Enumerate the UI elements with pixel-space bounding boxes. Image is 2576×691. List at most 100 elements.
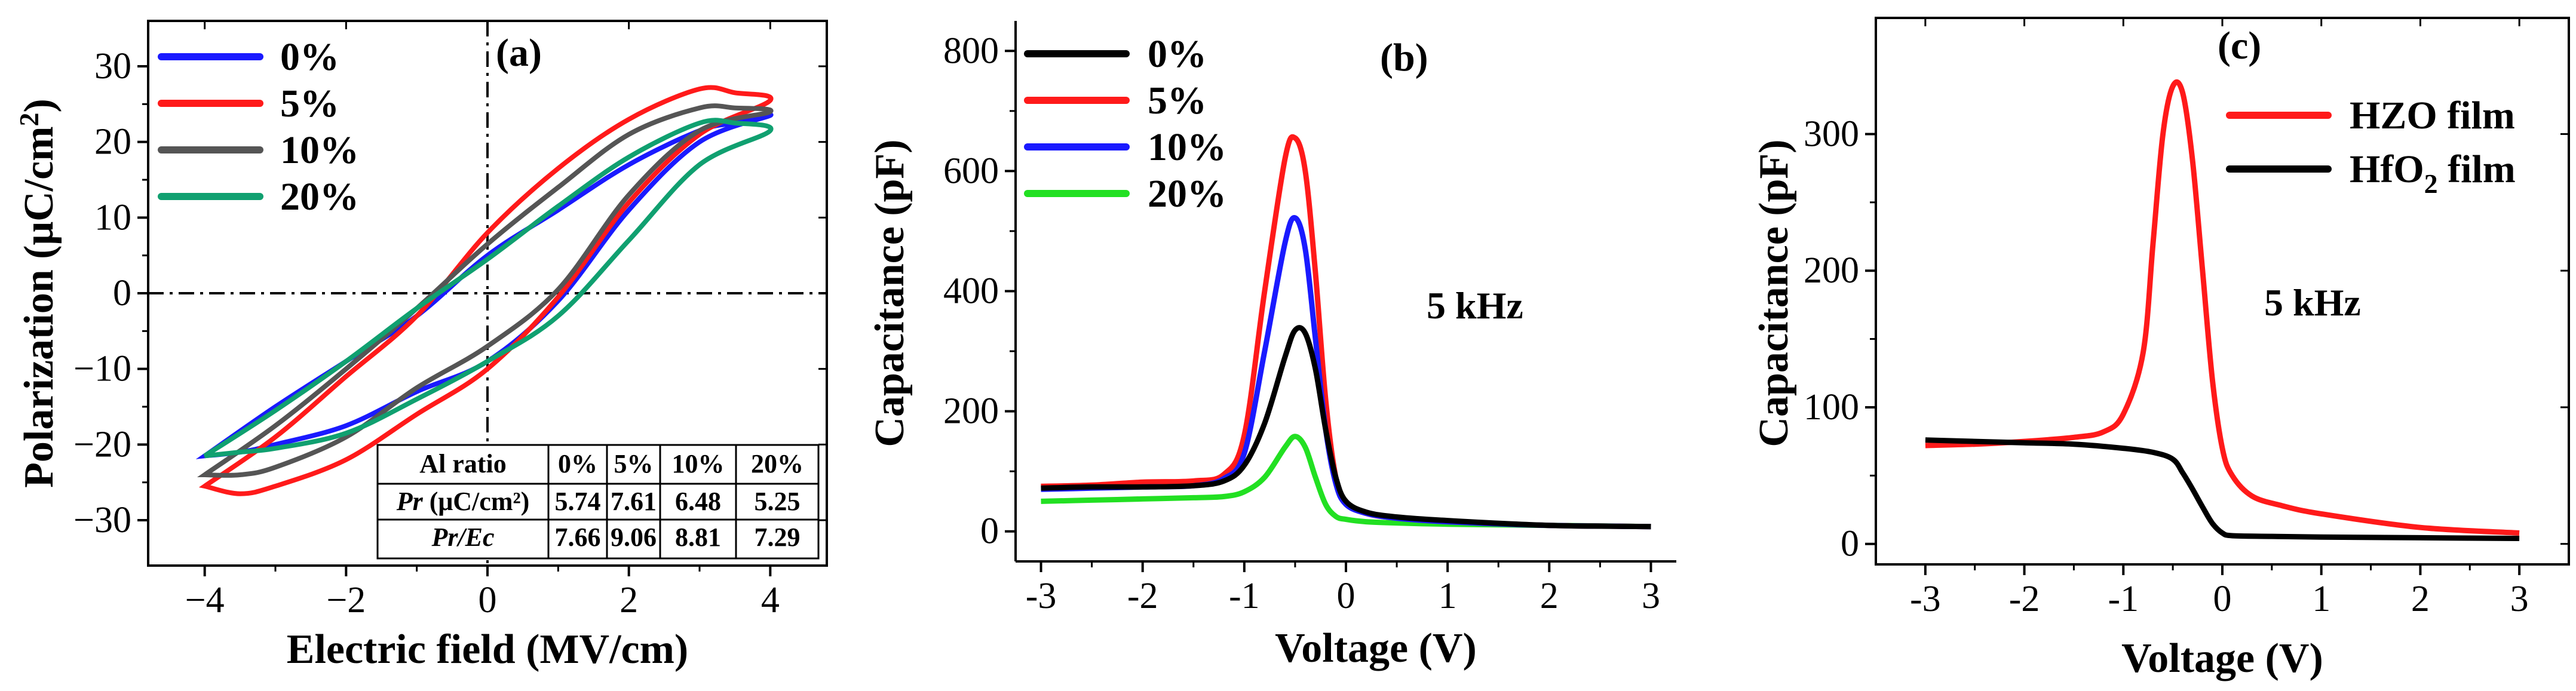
y-tick-label: −30 <box>73 500 131 540</box>
panel-a-y-title: Polarization (μC/cm2) <box>14 99 62 488</box>
y-tick-label: 0 <box>980 511 999 552</box>
panel-b-label: (b) <box>1380 36 1428 79</box>
panel-a-x-title: Electric field (MV/cm) <box>287 626 688 672</box>
table-header: 10% <box>672 449 725 478</box>
x-tick-label: 2 <box>1540 576 1559 616</box>
y-tick-label: 200 <box>1804 250 1859 291</box>
panel-b: -3 -2 -1 0 1 2 3 0 200 400 600 800 0%5%10%20% (b) 5… <box>867 21 1676 671</box>
legend-label-end: film <box>2438 148 2516 191</box>
x-tick-label: 2 <box>620 580 638 621</box>
y-tick-label: 0 <box>1841 524 1859 564</box>
panel-a-table: Al ratio 0% 5% 10% 20% Pr (μC/cm²) 5.74 7.61 6.4… <box>376 444 820 560</box>
table-header: 0% <box>558 449 597 478</box>
y-tick-label: 10 <box>94 197 131 238</box>
table-cell: 6.48 <box>675 487 721 516</box>
panel-c-series <box>1925 79 2520 541</box>
table-cell: 8.81 <box>675 523 721 552</box>
x-tick-label: 2 <box>2411 579 2430 619</box>
x-tick-label: 3 <box>2510 579 2529 619</box>
x-tick-label: −2 <box>326 580 366 621</box>
x-tick-label: -3 <box>1910 579 1941 619</box>
panel-b-x-title: Voltage (V) <box>1275 625 1477 671</box>
x-tick-label: 1 <box>2312 579 2330 619</box>
y-tick-label: 100 <box>1804 387 1859 428</box>
y-tick-label: 400 <box>943 271 999 312</box>
legend-label-main: HZO film <box>2350 94 2515 137</box>
x-tick-label: 0 <box>2213 579 2232 619</box>
table-header: 20% <box>751 449 804 478</box>
panel-a-label: (a) <box>496 31 542 75</box>
y-tick-label: 20 <box>94 122 131 162</box>
x-tick-label: -3 <box>1026 576 1057 616</box>
legend-label: 20% <box>280 175 359 219</box>
table-frame <box>376 444 820 560</box>
panel-a-legend: 0%5%10%20% <box>158 35 359 219</box>
panel-c-x-title: Voltage (V) <box>2121 635 2323 681</box>
x-tick-label: 0 <box>479 580 497 621</box>
panel-c-annotation: 5 kHz <box>2264 281 2361 324</box>
panel-b-series <box>1041 134 1651 530</box>
legend-label: 0% <box>280 35 339 79</box>
panel-c-ticks: -3 -2 -1 0 1 2 3 0 100 200 300 <box>1804 18 2569 619</box>
table-header: Al ratio <box>419 449 506 478</box>
x-tick-label: 0 <box>1337 576 1356 616</box>
x-tick-label: -2 <box>1127 576 1158 616</box>
table-cell: 9.06 <box>611 523 657 552</box>
legend-label: 5% <box>280 82 339 125</box>
panel-c-legend: HZO film HfO2 film <box>2226 94 2516 199</box>
panel-c-label: (c) <box>2218 24 2261 67</box>
x-tick-label: 4 <box>761 580 780 621</box>
legend-label: 10% <box>280 128 359 172</box>
table-row-label-unit: (μC/cm²) <box>423 487 530 516</box>
panel-c-y-title: Capacitance (pF) <box>1751 139 1797 447</box>
series-5% <box>1041 134 1651 530</box>
x-tick-label: -1 <box>2108 579 2139 619</box>
y-tick-label: 30 <box>94 46 131 87</box>
panel-a-guides <box>148 21 827 566</box>
panel-b-annotation: 5 kHz <box>1427 284 1523 327</box>
table-cell: 7.61 <box>611 487 657 516</box>
legend-label-sub: 2 <box>2424 168 2438 199</box>
x-tick-label: -1 <box>1229 576 1260 616</box>
table-row-label-main: Pr <box>396 487 424 516</box>
series-5% <box>198 85 774 496</box>
x-tick-label: −4 <box>185 580 225 621</box>
series-0% <box>1041 325 1651 530</box>
legend-label: HfO2 film <box>2350 148 2516 199</box>
table-row-label: Pr/Ec <box>431 523 494 552</box>
x-tick-label: -2 <box>2009 579 2040 619</box>
table-cell: 5.74 <box>555 487 601 516</box>
legend-label: 0% <box>1148 32 1207 76</box>
y-tick-label: 200 <box>943 391 999 432</box>
legend-label: HZO film <box>2350 94 2515 137</box>
y-tick-label: −10 <box>73 349 131 389</box>
series-HZO-film <box>1925 79 2520 536</box>
y-tick-label: 0 <box>113 273 131 314</box>
legend-label-main: HfO <box>2350 148 2424 191</box>
panel-a-series <box>195 85 774 496</box>
panel-b-legend: 0%5%10%20% <box>1024 32 1226 216</box>
series-HfO2-film <box>1925 437 2520 541</box>
table-cell: 7.29 <box>755 523 801 552</box>
y-tick-label: 800 <box>943 30 999 71</box>
table-row-label: Pr (μC/cm²) <box>396 487 530 516</box>
y-tick-label: 600 <box>943 151 999 191</box>
panel-b-y-title: Capacitance (pF) <box>867 139 913 447</box>
x-tick-label: 1 <box>1439 576 1457 616</box>
y-tick-label: −20 <box>73 424 131 465</box>
y-tick-label: 300 <box>1804 113 1859 154</box>
table-cell: 7.66 <box>555 523 601 552</box>
legend-label: 10% <box>1148 125 1226 169</box>
legend-label: 20% <box>1148 172 1226 216</box>
table-cell: 5.25 <box>755 487 801 516</box>
series-20% <box>203 118 774 459</box>
x-tick-label: 3 <box>1642 576 1660 616</box>
panel-b-ticks: -3 -2 -1 0 1 2 3 0 200 400 600 800 <box>943 30 1660 616</box>
table-header: 5% <box>614 449 654 478</box>
table-row-label-main: Pr/Ec <box>431 523 494 552</box>
legend-label: 5% <box>1148 79 1207 122</box>
